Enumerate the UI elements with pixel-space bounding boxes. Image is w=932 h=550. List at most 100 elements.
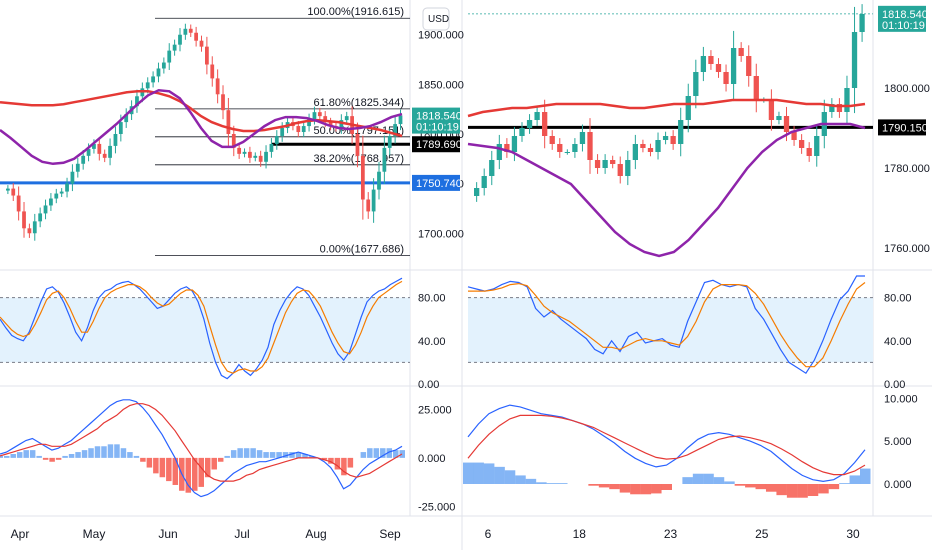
- macd-histogram-bar: [734, 484, 746, 486]
- macd-histogram-bar: [127, 452, 133, 458]
- candle-body: [339, 120, 344, 129]
- candle-body: [564, 152, 570, 153]
- y-tick-label: 0.00: [884, 379, 905, 391]
- macd-histogram-bar: [515, 475, 526, 484]
- y-tick-label: 5.000: [884, 436, 912, 448]
- macd-histogram-bar: [360, 452, 367, 458]
- candle-body: [625, 160, 631, 176]
- macd-histogram-bar: [630, 484, 641, 495]
- macd-histogram-bar: [16, 452, 23, 458]
- y-tick-label: 1780.000: [884, 163, 930, 175]
- macd-histogram-bar: [755, 484, 767, 490]
- macd-histogram-bar: [818, 484, 829, 494]
- stochastic-d-line: [0, 280, 403, 374]
- y-tick-label: 80.00: [884, 293, 912, 305]
- candle-body: [610, 160, 616, 164]
- macd-histogram-bar: [473, 462, 484, 484]
- macd-histogram-bar: [204, 457, 211, 478]
- currency-box: [422, 7, 450, 31]
- macd-histogram-bar: [94, 446, 101, 458]
- candle-body: [632, 144, 639, 160]
- candle-body: [194, 32, 199, 41]
- fib-level-label: 61.80%(1825.344): [313, 97, 404, 109]
- candle-body: [851, 32, 858, 88]
- macd-histogram-bar: [49, 457, 55, 462]
- fib-level-label: 100.00%(1916.615): [307, 6, 404, 18]
- candle-body: [81, 155, 86, 164]
- macd-histogram-bar: [0, 455, 3, 458]
- candle-body: [355, 134, 360, 156]
- macd-histogram-bar: [393, 450, 399, 458]
- x-tick-label: 25: [755, 527, 769, 541]
- macd-histogram-bar: [839, 483, 850, 484]
- candle-body: [92, 143, 96, 149]
- macd-histogram-bar: [334, 457, 341, 470]
- macd-histogram-bar: [276, 452, 282, 458]
- macd-histogram-bar: [399, 450, 405, 458]
- macd-histogram-bar: [55, 457, 62, 460]
- macd-histogram-bar: [114, 444, 120, 458]
- macd-histogram-bar: [62, 455, 68, 458]
- candle-body: [145, 82, 150, 89]
- macd-histogram-bar: [243, 448, 250, 458]
- macd-histogram-bar: [192, 457, 198, 491]
- macd-histogram-bar: [745, 484, 756, 488]
- macd-histogram-bar: [807, 484, 819, 496]
- macd-histogram-bar: [619, 484, 631, 493]
- candle-body: [519, 128, 525, 136]
- candle-body: [534, 112, 540, 120]
- candle-body: [231, 134, 236, 148]
- macd-histogram-bar: [88, 448, 94, 458]
- candle-body: [210, 64, 215, 79]
- candle-body: [135, 96, 139, 107]
- candle-body: [344, 116, 349, 121]
- candle-body: [97, 143, 102, 154]
- candle-body: [221, 94, 225, 111]
- stochastic-k-line: [0, 277, 403, 380]
- candle-body: [188, 28, 193, 33]
- macd-histogram-bar: [494, 466, 505, 484]
- macd-histogram-bar: [250, 448, 256, 458]
- candle-body: [481, 176, 487, 188]
- left-price-panel: 100.00%(1916.615)61.80%(1825.344)50.00%(…: [0, 6, 410, 256]
- x-tick-label: 30: [846, 527, 860, 541]
- left-macd-panel: [0, 399, 405, 498]
- macd-histogram-bar: [101, 446, 107, 458]
- candle-body: [647, 148, 654, 152]
- y-tick-label: 1900.000: [418, 30, 464, 42]
- macd-histogram-bar: [536, 482, 547, 484]
- candle-body: [474, 188, 480, 196]
- y-tick-label: 80.00: [418, 293, 446, 305]
- price-badge-text: 1789.690: [416, 139, 462, 151]
- candle-body: [237, 147, 242, 154]
- macd-histogram-bar: [463, 462, 474, 484]
- macd-histogram-bar: [321, 457, 328, 460]
- x-tick-label: 6: [485, 527, 492, 541]
- macd-histogram-bar: [849, 475, 861, 484]
- macd-histogram-bar: [308, 455, 315, 458]
- candle-body: [22, 211, 26, 229]
- macd-histogram-bar: [328, 457, 334, 464]
- x-tick-label: Jun: [158, 527, 177, 541]
- candle-body: [730, 48, 737, 84]
- macd-histogram-bar: [347, 457, 354, 468]
- candle-body: [496, 144, 502, 160]
- candle-body: [215, 78, 220, 95]
- candle-body: [617, 164, 623, 176]
- candle-body: [43, 205, 48, 214]
- candle-body: [387, 135, 392, 148]
- macd-histogram-bar: [36, 455, 42, 458]
- candle-body: [264, 151, 268, 162]
- x-tick-label: 18: [573, 527, 587, 541]
- candle-body: [328, 122, 333, 127]
- macd-histogram-bar: [263, 452, 269, 458]
- macd-histogram-bar: [546, 483, 558, 484]
- macd-histogram-bar: [703, 473, 714, 484]
- macd-histogram-bar: [713, 477, 725, 484]
- candle-body: [393, 124, 398, 136]
- macd-histogram-bar: [230, 450, 237, 458]
- macd-histogram-bar: [81, 450, 88, 458]
- candle-body: [75, 163, 80, 172]
- macd-histogram-bar: [341, 457, 347, 476]
- macd-histogram-bar: [166, 457, 172, 482]
